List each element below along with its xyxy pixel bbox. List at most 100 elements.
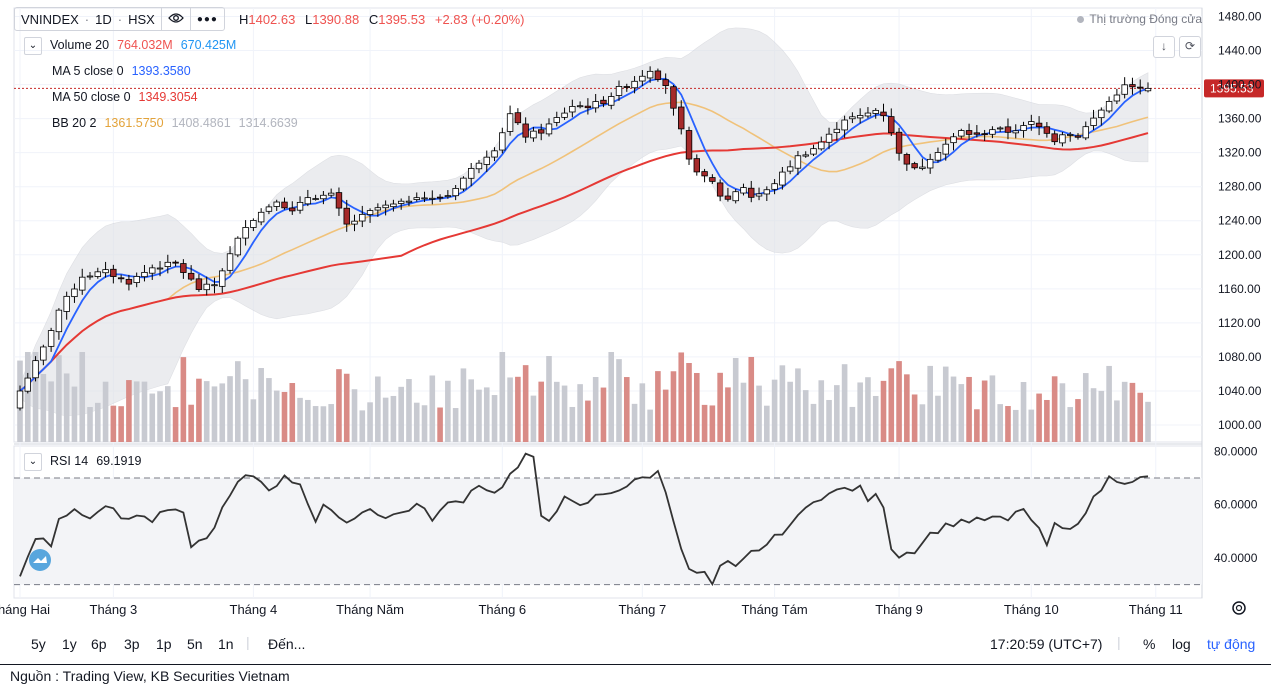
candle-body xyxy=(289,207,296,212)
volume-bar xyxy=(538,381,545,442)
more-icon[interactable]: ●●● xyxy=(196,13,218,25)
candle-body xyxy=(833,128,841,133)
symbol-box[interactable]: VNINDEX · 1D · HSX ●●● xyxy=(14,7,225,31)
volume-bar xyxy=(336,369,342,442)
legend-rsi[interactable]: ⌄ RSI 14 69.1919 xyxy=(24,452,149,471)
volume-bar xyxy=(1121,381,1128,442)
symbol-name[interactable]: VNINDEX xyxy=(21,11,79,27)
range-5n[interactable]: 5n xyxy=(187,636,203,652)
price-tick-label: 1320.00 xyxy=(1218,146,1262,160)
goto-date-button[interactable]: Đến... xyxy=(268,636,306,652)
candle-body xyxy=(522,123,529,138)
volume-bar xyxy=(725,387,731,442)
volume-bar xyxy=(701,404,708,442)
volume-bar xyxy=(483,387,490,442)
ma50-line xyxy=(19,132,1149,392)
volume-bar xyxy=(958,384,965,442)
candle-body xyxy=(709,177,716,182)
time-tick-label: Tháng 7 xyxy=(618,602,666,617)
candle-body xyxy=(678,106,685,130)
arrow-down-icon[interactable]: ↓ xyxy=(1153,36,1175,58)
candle-body xyxy=(1105,101,1113,112)
candle-body xyxy=(335,192,343,209)
volume-bar xyxy=(94,402,101,442)
candle-body xyxy=(444,195,452,198)
range-1y[interactable]: 1y xyxy=(62,636,77,652)
volume-bar xyxy=(981,380,988,442)
percent-toggle[interactable]: % xyxy=(1143,636,1156,652)
candle-body xyxy=(615,86,623,96)
legend-ma5[interactable]: MA 5 close 0 1393.3580 xyxy=(52,62,199,80)
volume-bar xyxy=(1145,401,1151,442)
volume-bar xyxy=(623,377,630,442)
bb-lower-value: 1314.6639 xyxy=(238,116,298,130)
auto-toggle[interactable]: tự động xyxy=(1207,636,1256,652)
volume-bar xyxy=(1082,373,1089,442)
volume-bar xyxy=(242,379,249,442)
legend-bb[interactable]: BB 20 2 1361.5750 1408.4861 1314.6639 xyxy=(52,114,306,132)
candle-body xyxy=(460,177,467,190)
legend-ma50[interactable]: MA 50 close 0 1349.3054 xyxy=(52,88,206,106)
clock[interactable]: 17:20:59 (UTC+7) xyxy=(990,636,1103,652)
range-1n[interactable]: 1n xyxy=(218,636,234,652)
volume-bar xyxy=(639,383,646,442)
volume-bar xyxy=(165,386,171,442)
chevron-down-icon[interactable]: ⌄ xyxy=(24,452,42,471)
candle-body xyxy=(1129,84,1136,88)
volume-bar xyxy=(779,365,786,442)
volume-bar xyxy=(904,374,910,442)
candle-body xyxy=(1028,121,1035,125)
candle-body xyxy=(732,191,739,202)
volume-bar xyxy=(911,394,918,442)
volume-bar xyxy=(709,405,716,442)
candle-body xyxy=(763,189,771,195)
range-3p[interactable]: 3p xyxy=(124,636,140,652)
candle-body xyxy=(180,263,187,273)
volume-bar xyxy=(857,382,863,442)
candle-body xyxy=(125,278,133,285)
ma50-name: MA 50 close 0 xyxy=(52,90,131,104)
volume-bar xyxy=(320,406,327,442)
candle-body xyxy=(576,105,584,108)
candle-body xyxy=(242,227,249,239)
volume-bar xyxy=(942,366,949,442)
volume-bar xyxy=(157,391,163,442)
rsi-tick-label: 60.0000 xyxy=(1214,498,1258,512)
candle-body xyxy=(226,253,234,271)
chevron-down-icon[interactable]: ⌄ xyxy=(24,36,42,55)
gear-icon xyxy=(1232,601,1246,615)
candle-body xyxy=(794,155,802,169)
interval[interactable]: 1D xyxy=(95,11,112,27)
volume-bar xyxy=(1005,406,1011,442)
candle-body xyxy=(600,99,607,105)
candle-body xyxy=(79,276,86,291)
log-toggle[interactable]: log xyxy=(1172,636,1191,652)
time-tick-label: Tháng Năm xyxy=(336,602,404,617)
refresh-icon[interactable]: ⟳ xyxy=(1179,36,1201,58)
tradingview-logo-icon[interactable] xyxy=(29,549,51,571)
candle-body xyxy=(312,198,319,200)
candle-body xyxy=(514,112,522,124)
price-tick-label: 1160.00 xyxy=(1218,282,1261,296)
price-tick-label: 1360.00 xyxy=(1218,112,1262,126)
candle-body xyxy=(24,377,31,392)
volume-bar xyxy=(273,390,280,442)
last-price-tag xyxy=(1204,79,1264,98)
range-5y[interactable]: 5y xyxy=(31,636,46,652)
candle-body xyxy=(779,171,786,186)
toolbar-divider: | xyxy=(246,634,250,650)
range-1p[interactable]: 1p xyxy=(156,636,172,652)
eye-icon[interactable] xyxy=(162,12,190,27)
candle-body xyxy=(1059,134,1066,144)
volume-bar xyxy=(1067,407,1074,442)
range-6p[interactable]: 6p xyxy=(91,636,107,652)
volume-bar xyxy=(553,381,560,442)
ma5-line xyxy=(19,77,1149,392)
legend-volume[interactable]: ⌄ Volume 20 764.032M 670.425M xyxy=(24,36,244,55)
candle-body xyxy=(670,86,677,109)
candle-body xyxy=(864,112,872,117)
candle-body xyxy=(1004,126,1012,133)
volume-bar xyxy=(569,406,576,442)
ma50-value: 1349.3054 xyxy=(138,90,198,104)
